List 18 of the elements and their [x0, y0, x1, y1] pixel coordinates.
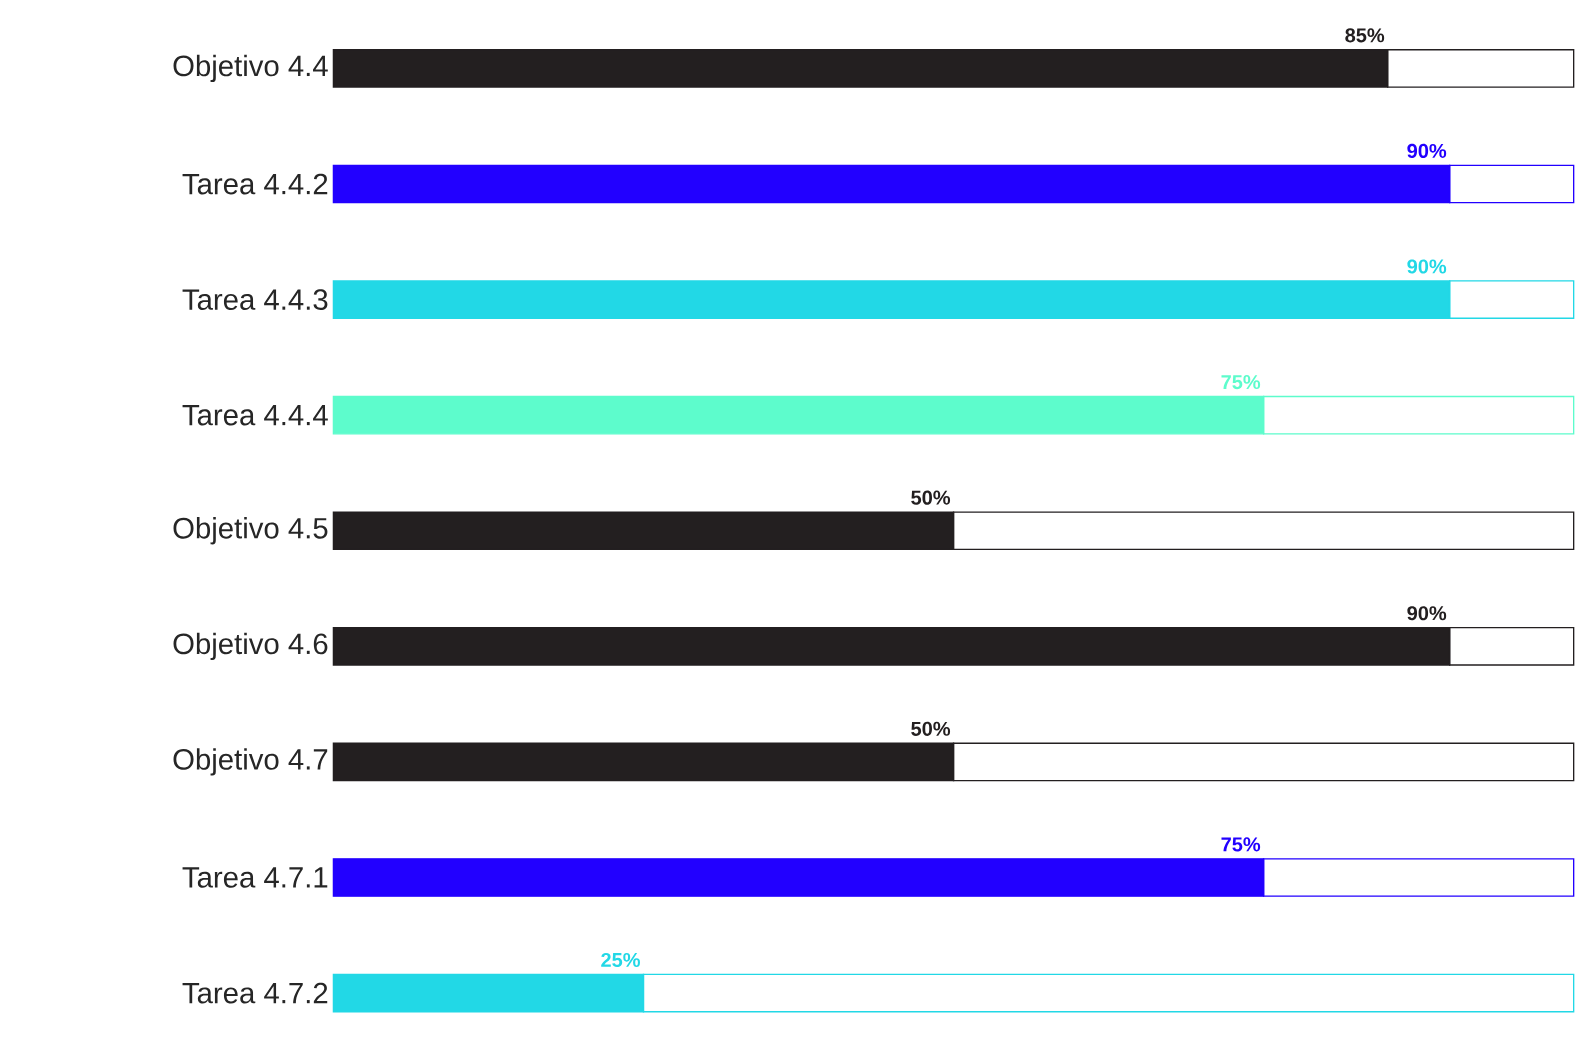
y-tick-label: Tarea 4.7.2	[182, 982, 328, 1004]
data-label: 50%	[911, 721, 951, 736]
data-label: 75%	[1221, 374, 1261, 390]
y-tick-label: Tarea 4.4.4	[182, 404, 328, 426]
y-tick-label: Tarea 4.4.3	[182, 289, 328, 310]
data-label: 75%	[1221, 837, 1261, 852]
y-tick-label: Objetivo 4.6	[173, 632, 328, 660]
y-tick-label: Tarea 4.7.1	[182, 867, 328, 888]
y-tick-label: Tarea 4.4.2	[182, 173, 328, 195]
y-tick-label: Objetivo 4.5	[173, 516, 328, 545]
y-tick-label: Objetivo 4.4	[173, 54, 328, 83]
data-label: 90%	[1407, 143, 1447, 158]
data-label: 90%	[1407, 259, 1447, 274]
data-label: 85%	[1345, 28, 1385, 43]
data-label: 50%	[911, 490, 951, 505]
y-tick-label: Objetivo 4.7	[173, 748, 328, 776]
data-label: 90%	[1407, 606, 1447, 621]
data-label: 25%	[601, 952, 640, 967]
